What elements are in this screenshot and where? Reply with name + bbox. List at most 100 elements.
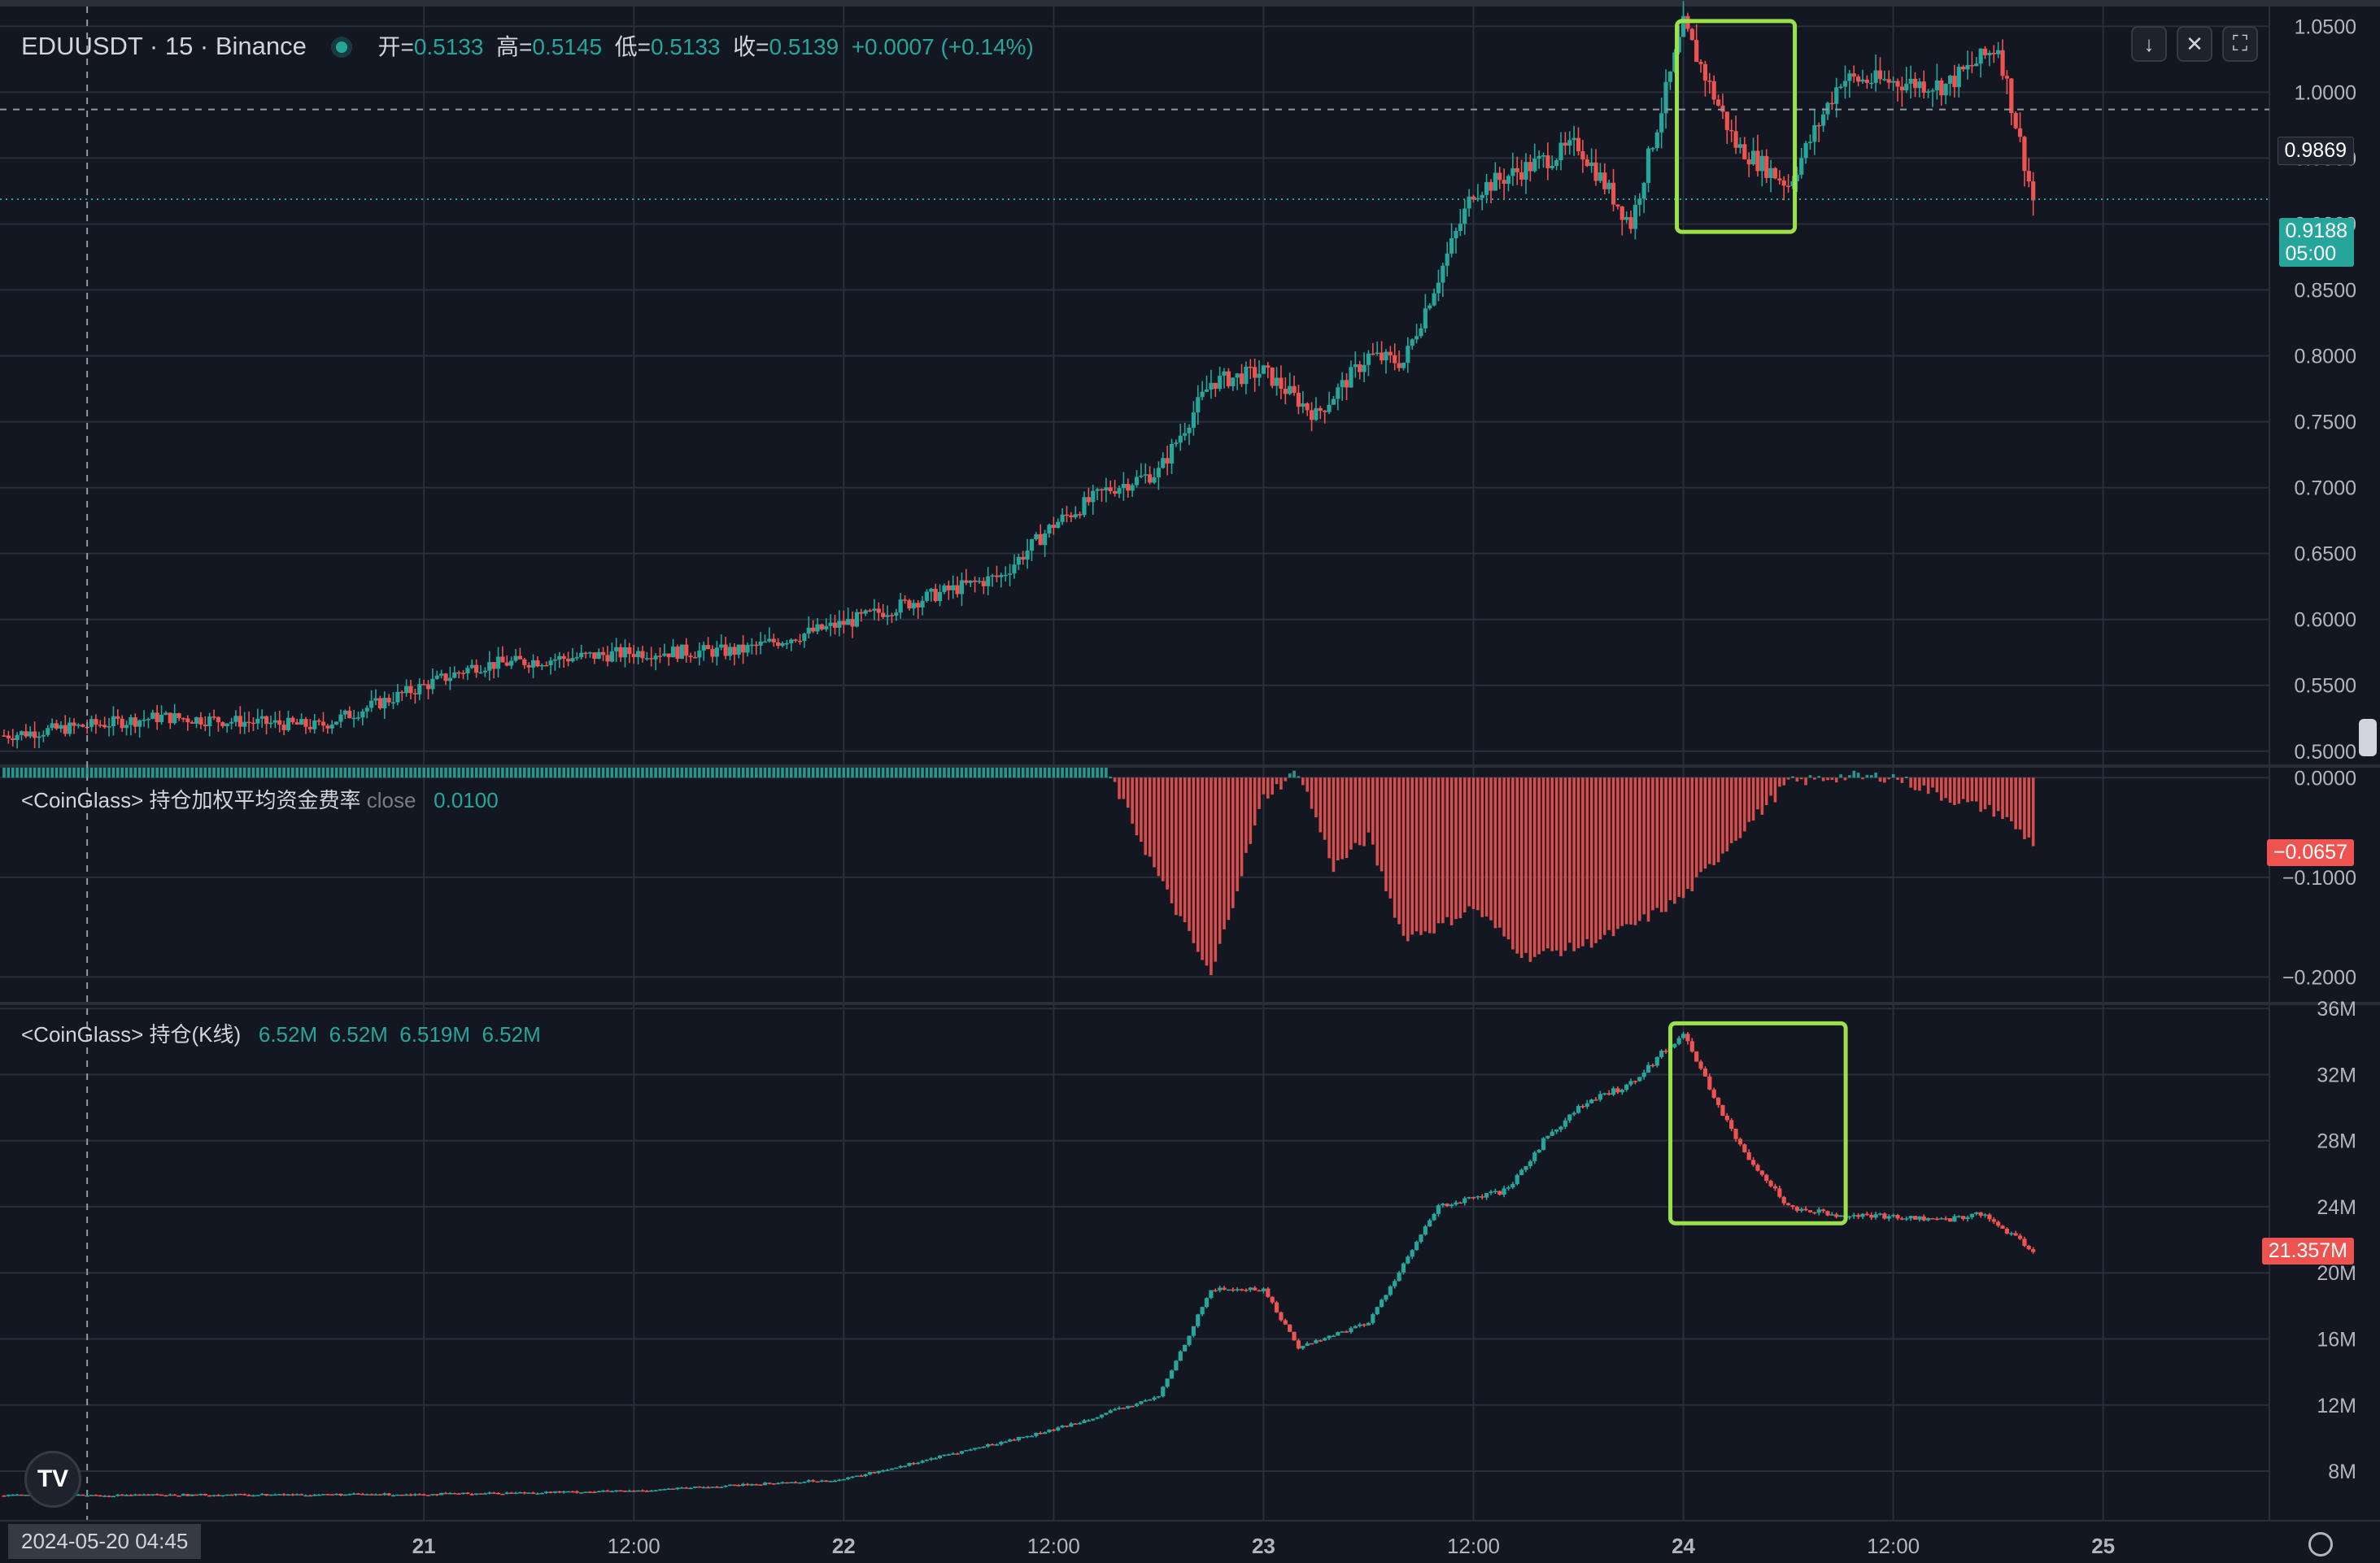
funding-bar bbox=[1799, 777, 1803, 780]
funding-bar bbox=[1262, 777, 1266, 795]
funding-bar bbox=[312, 768, 316, 778]
collapse-button[interactable]: ✕ bbox=[2177, 26, 2212, 62]
symbol-label[interactable]: EDUUSDT · 15 · Binance bbox=[21, 32, 307, 60]
price-candle bbox=[986, 576, 991, 586]
funding-bar bbox=[553, 768, 557, 778]
price-candle bbox=[959, 580, 965, 594]
oi-candle bbox=[229, 1494, 234, 1496]
funding-bar bbox=[413, 768, 417, 778]
oi-candle bbox=[1410, 1250, 1414, 1257]
oi-candle bbox=[1239, 1289, 1244, 1291]
price-candle bbox=[1982, 48, 1988, 55]
price-candle bbox=[168, 712, 172, 724]
oi-candle bbox=[1235, 1289, 1240, 1291]
scale-handle-icon[interactable] bbox=[2359, 719, 2377, 756]
oi-candle bbox=[583, 1491, 588, 1493]
price-candle bbox=[1012, 564, 1017, 574]
funding-bar bbox=[1384, 777, 1388, 892]
oi-candle bbox=[211, 1495, 216, 1496]
oi-title[interactable]: <CoinGlass> 持仓(K线) bbox=[21, 1022, 242, 1047]
funding-bar bbox=[1878, 777, 1882, 782]
price-candle bbox=[1891, 81, 1896, 83]
oi-candle bbox=[942, 1454, 947, 1456]
oi-candle bbox=[850, 1476, 855, 1478]
oi-candle bbox=[207, 1495, 212, 1497]
oi-candle bbox=[456, 1493, 461, 1495]
funding-bar bbox=[1327, 777, 1331, 859]
tradingview-logo[interactable]: TV bbox=[24, 1451, 81, 1508]
oi-candle bbox=[460, 1492, 466, 1495]
funding-bar bbox=[606, 768, 609, 778]
oi-candle bbox=[1672, 1043, 1677, 1047]
oi-candle bbox=[627, 1491, 632, 1492]
oi-candle bbox=[784, 1482, 789, 1484]
price-candle bbox=[1309, 410, 1314, 420]
price-candle bbox=[1270, 367, 1275, 386]
funding-bar bbox=[1808, 775, 1812, 778]
funding-bar bbox=[1432, 777, 1436, 934]
price-candle bbox=[63, 725, 68, 734]
oi-candle bbox=[517, 1492, 523, 1494]
funding-bar bbox=[1192, 777, 1196, 943]
funding-bar bbox=[286, 768, 290, 778]
fullscreen-button[interactable]: ⛶ bbox=[2222, 26, 2258, 62]
oi-candle bbox=[377, 1494, 382, 1496]
oi-candle bbox=[1480, 1196, 1484, 1198]
close-label: 收= bbox=[733, 34, 769, 59]
price-candle bbox=[1419, 328, 1423, 337]
funding-bar bbox=[816, 768, 819, 778]
funding-bar bbox=[1550, 777, 1554, 951]
price-candle bbox=[68, 722, 72, 734]
oi-candle bbox=[163, 1495, 168, 1497]
price-candle bbox=[1646, 148, 1651, 183]
price-candle bbox=[220, 722, 225, 727]
price-candle bbox=[675, 647, 680, 660]
funding-bar bbox=[1686, 777, 1689, 890]
price-candle bbox=[1274, 377, 1279, 386]
funding-bar bbox=[1349, 777, 1353, 850]
funding-axis-tick: −0.1000 bbox=[2282, 867, 2356, 890]
oi-candle bbox=[2009, 1233, 2014, 1234]
time-axis-tick: 21 bbox=[412, 1534, 436, 1558]
oi-candle bbox=[1794, 1207, 1799, 1211]
settings-gear-icon[interactable] bbox=[2308, 1532, 2333, 1556]
oi-candle bbox=[500, 1493, 505, 1496]
funding-bar bbox=[1637, 777, 1641, 921]
price-candle bbox=[846, 619, 851, 625]
oi-candle bbox=[806, 1480, 811, 1482]
oi-candle bbox=[811, 1480, 816, 1482]
oi-candle bbox=[1550, 1131, 1554, 1136]
price-candle bbox=[425, 684, 431, 690]
oi-candle bbox=[859, 1475, 864, 1478]
funding-bar bbox=[37, 768, 41, 778]
oi-candle bbox=[1593, 1099, 1598, 1101]
price-candle bbox=[1095, 489, 1100, 491]
funding-bar bbox=[1655, 777, 1659, 908]
oi-candle bbox=[1183, 1344, 1188, 1352]
oi-candle bbox=[736, 1485, 741, 1487]
funding-bar bbox=[1673, 777, 1676, 904]
funding-bar bbox=[1782, 777, 1786, 786]
oi-candle bbox=[259, 1494, 264, 1496]
funding-bar bbox=[321, 768, 325, 778]
oi-candle bbox=[1886, 1216, 1891, 1219]
scroll-down-button[interactable]: ↓ bbox=[2131, 26, 2167, 62]
price-candle bbox=[872, 608, 877, 611]
price-candle bbox=[859, 612, 864, 614]
oi-candle bbox=[1759, 1170, 1764, 1175]
price-candle bbox=[1812, 124, 1817, 142]
oi-candle bbox=[264, 1494, 269, 1496]
funding-bar bbox=[1852, 770, 1856, 778]
price-candle bbox=[382, 698, 387, 709]
funding-bar bbox=[1388, 777, 1393, 899]
price-candle bbox=[1331, 398, 1336, 405]
oi-candle bbox=[776, 1482, 781, 1485]
oi-candle bbox=[1939, 1218, 1944, 1220]
funding-bar bbox=[1061, 768, 1064, 778]
price-candle bbox=[347, 710, 352, 719]
price-axis-tick: 0.8500 bbox=[2295, 279, 2356, 302]
price-candle bbox=[1912, 78, 1918, 89]
funding-title[interactable]: <CoinGlass> 持仓加权平均资金费率 bbox=[21, 788, 361, 812]
oi-candle bbox=[347, 1494, 352, 1496]
